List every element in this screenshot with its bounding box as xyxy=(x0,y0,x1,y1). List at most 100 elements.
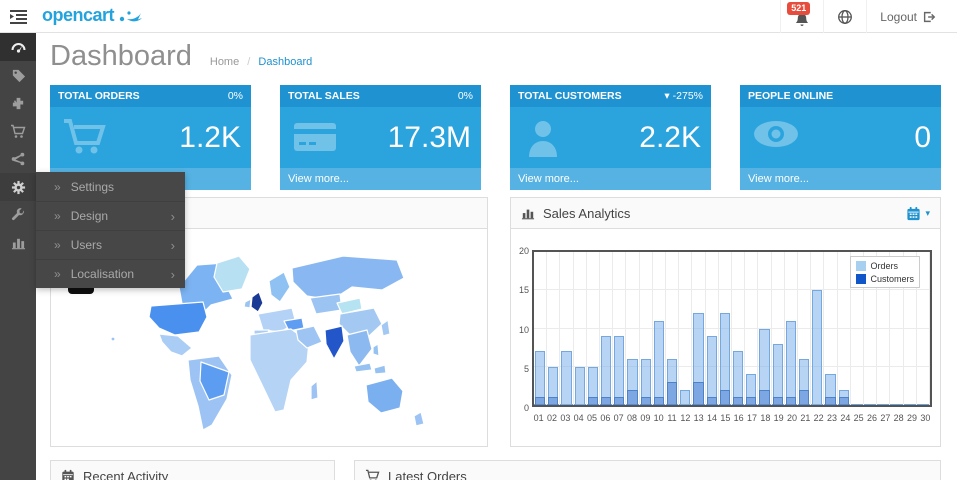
y-axis-tick-label: 20 xyxy=(518,246,529,256)
bar-chart-icon xyxy=(521,207,535,220)
tile-title: TOTAL ORDERS xyxy=(58,90,140,102)
tile-people-online: PEOPLE ONLINE 0 View more... xyxy=(740,85,941,190)
menu-toggle-button[interactable] xyxy=(0,0,36,33)
orders-bar xyxy=(640,359,651,405)
x-axis-tick-label: 04 xyxy=(573,413,584,423)
chart-column xyxy=(904,252,917,405)
angles-right-icon: » xyxy=(54,179,61,194)
shopping-cart-icon xyxy=(365,469,380,480)
tile-total-orders: TOTAL ORDERS 0% 1.2K View more... xyxy=(50,85,251,190)
view-more-link[interactable]: View more... xyxy=(280,168,481,190)
sidebar-item-catalog[interactable] xyxy=(0,61,36,89)
sidebar-item-extensions[interactable] xyxy=(0,89,36,117)
chart-column xyxy=(732,252,746,405)
orders-bar xyxy=(746,374,757,405)
x-axis-tick-label: 05 xyxy=(586,413,597,423)
x-axis-tick-label: 06 xyxy=(600,413,611,423)
chart-column xyxy=(745,252,759,405)
customers-bar xyxy=(587,397,598,405)
tile-total-sales: TOTAL SALES 0% 17.3M View more... xyxy=(280,85,481,190)
chart-column xyxy=(851,252,864,405)
submenu-item-settings[interactable]: » Settings xyxy=(36,172,185,201)
sidebar-item-marketing[interactable] xyxy=(0,145,36,173)
x-axis-tick-label: 13 xyxy=(693,413,704,423)
tile-title: PEOPLE ONLINE xyxy=(748,90,834,102)
x-axis-tick-label: 22 xyxy=(813,413,824,423)
x-axis-tick-label: 26 xyxy=(866,413,877,423)
tag-icon xyxy=(11,68,26,83)
chart-column xyxy=(679,252,693,405)
chart-range-button[interactable]: ▾ xyxy=(906,206,930,221)
panel-title: Latest Orders xyxy=(388,468,467,480)
opencart-logo[interactable]: opencart xyxy=(42,5,144,26)
chart-column xyxy=(877,252,891,405)
logout-button[interactable]: Logout xyxy=(866,0,949,33)
orders-bar xyxy=(838,389,849,405)
chart-column xyxy=(613,252,627,405)
tile-title: TOTAL SALES xyxy=(288,90,360,102)
submenu-item-users[interactable]: » Users › xyxy=(36,230,185,259)
customers-bar xyxy=(759,389,770,405)
breadcrumb-current-link[interactable]: Dashboard xyxy=(258,56,313,68)
sidebar-item-reports[interactable] xyxy=(0,229,36,257)
caret-down-icon: ▾ xyxy=(664,90,670,102)
x-axis-tick-label: 17 xyxy=(746,413,757,423)
chart-column xyxy=(666,252,680,405)
chart-column xyxy=(547,252,561,405)
customers-bar xyxy=(627,389,638,405)
chart-column xyxy=(824,252,838,405)
gridline xyxy=(534,327,930,329)
orders-bar xyxy=(706,336,717,405)
caret-down-icon: ▾ xyxy=(925,207,930,218)
orders-bar xyxy=(759,328,770,405)
orders-bar xyxy=(785,320,796,405)
x-axis-tick-label: 11 xyxy=(667,413,677,423)
puzzle-piece-icon xyxy=(11,96,26,111)
bar-chart-icon xyxy=(11,236,26,250)
notifications-button[interactable]: 521 xyxy=(780,0,823,33)
legend-label: Orders xyxy=(870,260,898,271)
sidebar-item-sales[interactable] xyxy=(0,117,36,145)
stores-button[interactable] xyxy=(823,0,866,33)
breadcrumb-home-link[interactable]: Home xyxy=(209,56,240,68)
tile-value: 2.2K xyxy=(639,120,701,154)
chart-plot-area: Orders Customers xyxy=(532,250,932,407)
orders-bar xyxy=(825,374,836,405)
customers-bar xyxy=(535,397,546,405)
x-axis-tick-label: 08 xyxy=(626,413,637,423)
orders-bar xyxy=(535,351,546,405)
share-nodes-icon xyxy=(11,152,25,166)
view-more-link[interactable]: View more... xyxy=(510,168,711,190)
submenu-item-localisation[interactable]: » Localisation › xyxy=(36,259,185,288)
x-axis-tick-label: 14 xyxy=(706,413,717,423)
customers-bar xyxy=(693,382,704,405)
latest-orders-panel: Latest Orders xyxy=(354,460,941,480)
orders-bar xyxy=(733,351,744,405)
chart-column xyxy=(772,252,785,405)
sign-out-icon xyxy=(922,10,936,24)
sales-analytics-panel: Sales Analytics ▾ Orders xyxy=(510,197,941,447)
x-axis-tick-label: 01 xyxy=(533,413,544,423)
chart-column xyxy=(811,252,825,405)
chart-column xyxy=(864,252,878,405)
chart-column xyxy=(640,252,653,405)
tile-delta: 0% xyxy=(227,90,243,102)
sidebar-item-tools[interactable] xyxy=(0,201,36,229)
eye-icon xyxy=(752,117,800,151)
customers-bar xyxy=(706,397,717,405)
x-axis-tick-label: 18 xyxy=(760,413,771,423)
orders-bar xyxy=(666,359,678,405)
globe-icon xyxy=(837,9,853,25)
chart-column xyxy=(692,252,706,405)
tile-delta: 0% xyxy=(457,90,473,102)
customers-bar xyxy=(614,397,625,405)
customers-bar xyxy=(733,397,744,405)
x-axis-tick-label: 12 xyxy=(680,413,691,423)
sidebar-item-dashboard[interactable] xyxy=(0,33,36,61)
sidebar-item-system[interactable] xyxy=(0,173,36,201)
submenu-item-design[interactable]: » Design › xyxy=(36,201,185,230)
tile-title: TOTAL CUSTOMERS xyxy=(518,90,622,102)
view-more-link[interactable]: View more... xyxy=(740,168,941,190)
customers-legend-swatch xyxy=(856,273,867,284)
panel-title: Sales Analytics xyxy=(543,205,631,221)
